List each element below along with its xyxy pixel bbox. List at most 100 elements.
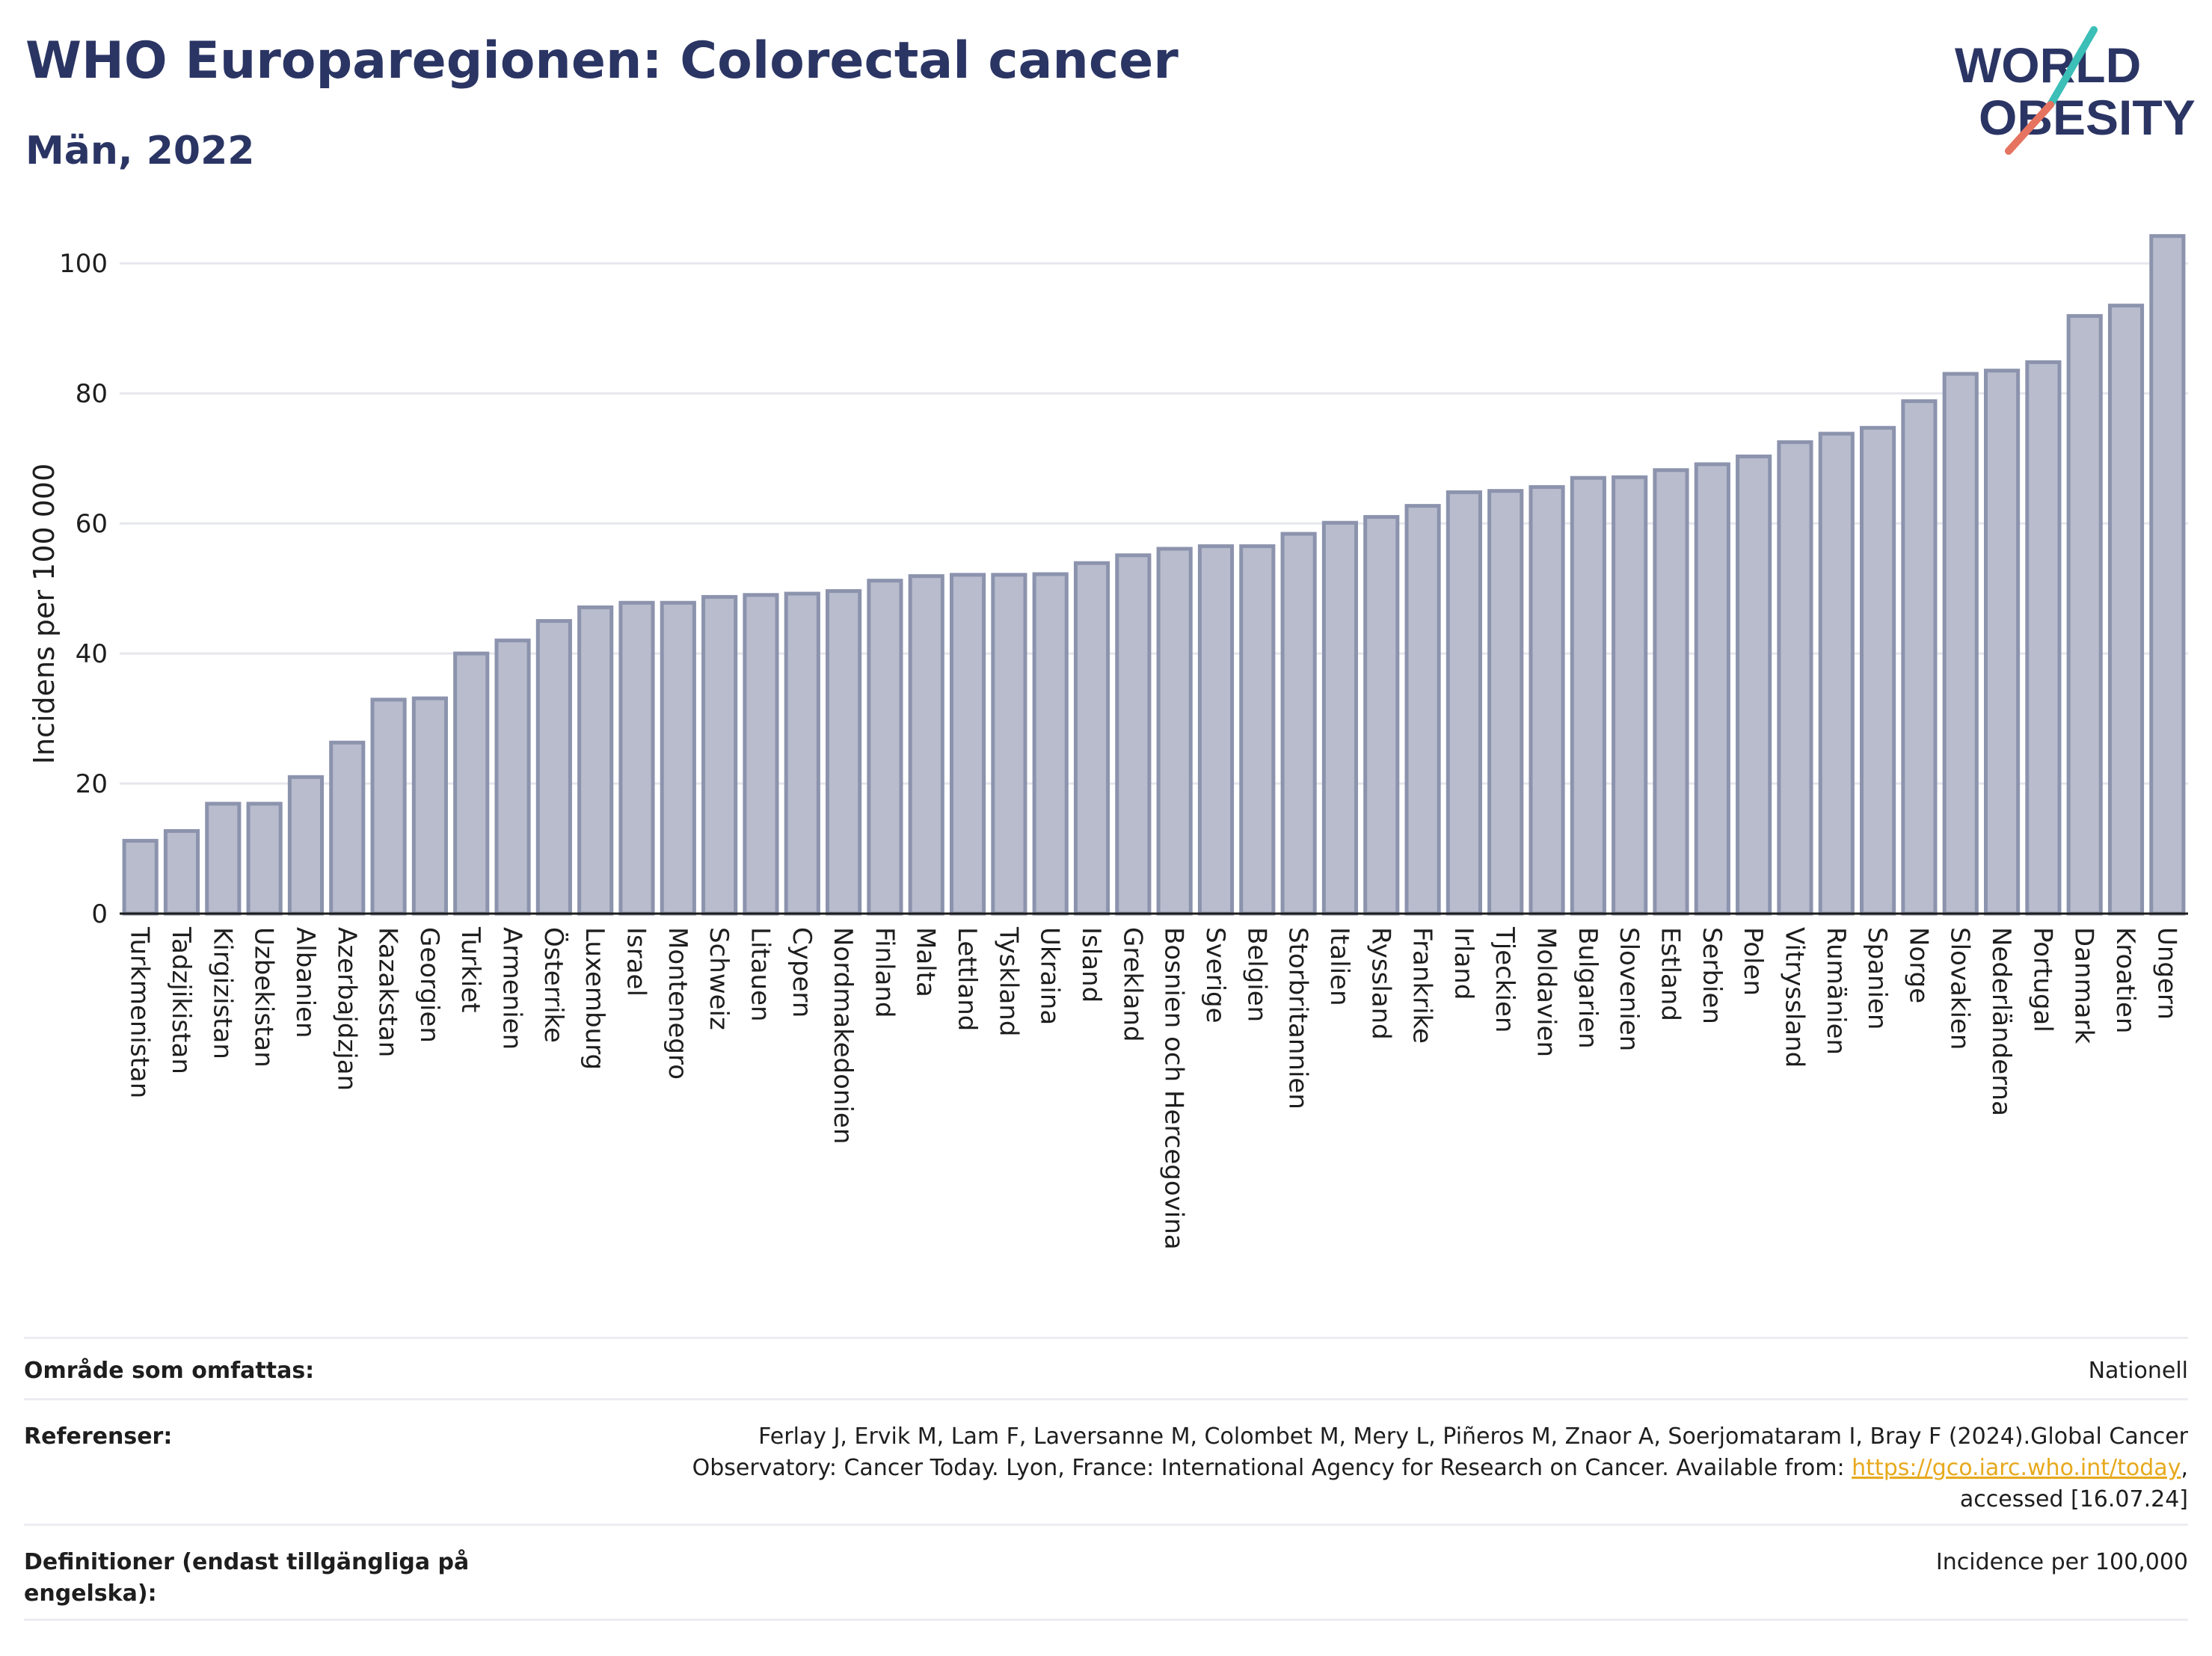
bar-chart: 0 20 40 60 80 100 Turkmenistan Tadzjikistan Kir… [28, 234, 2188, 1250]
definitions-value: Incidence per 100,000 [1935, 1549, 2188, 1575]
bar [743, 593, 779, 916]
x-tick-label: Tyskland [993, 926, 1023, 1036]
bar [535, 619, 572, 916]
x-tick-label: Bulgarien [1573, 927, 1603, 1049]
x-tick-label: Malta [911, 927, 941, 997]
bar [329, 740, 366, 916]
x-tick-label: Ungern [2151, 927, 2181, 1020]
x-tick-label: Turkmenistan [125, 926, 155, 1098]
bar [1156, 547, 1193, 916]
bar [453, 651, 490, 916]
bar [1280, 532, 1317, 916]
x-tick-label: Slovenien [1614, 927, 1644, 1051]
world-obesity-logo: WORLD OBESITY [1955, 26, 2196, 155]
x-tick-label: Belgien [1241, 927, 1271, 1022]
x-tick-label: Kroatien [2110, 927, 2140, 1033]
bar [1032, 572, 1069, 916]
x-tick-label: Ryssland [1365, 927, 1395, 1040]
x-tick-label: Kirgizistan [207, 927, 237, 1059]
x-tick-label: Norge [1903, 927, 1933, 1003]
references-link[interactable]: https://gco.iarc.who.int/today [1852, 1455, 2181, 1481]
bar [1653, 468, 1689, 916]
x-tick-label: Portugal [2027, 927, 2057, 1032]
y-tick-label: 80 [76, 379, 108, 409]
coverage-value: Nationell [2088, 1358, 2188, 1384]
references-label: Referenser: [24, 1423, 173, 1450]
x-tick-label: Turkiet [455, 926, 485, 1013]
y-tick-label: 100 [59, 249, 108, 279]
x-tick-label: Israel [621, 927, 651, 997]
bar [1073, 561, 1110, 916]
x-tick-label: Grekland [1117, 927, 1147, 1042]
x-tick-label: Irland [1448, 927, 1478, 1000]
bar [1901, 399, 1938, 916]
x-tick-label: Österrike [538, 927, 569, 1043]
references-text-1: Ferlay J, Ervik M, Lam F, Laversanne M, … [758, 1423, 2188, 1450]
x-tick-label: Polen [1738, 927, 1768, 996]
x-tick-label: Georgien [414, 927, 444, 1043]
x-tick-label: Tjeckien [1490, 926, 1520, 1032]
x-tick-label: Rumänien [1821, 927, 1851, 1055]
x-tick-label: Schweiz [704, 927, 734, 1030]
bar [949, 573, 986, 916]
x-tick-label: Moldavien [1531, 927, 1561, 1057]
x-tick-label: Kazakstan [373, 927, 403, 1057]
bar [1818, 431, 1855, 916]
x-tick-label: Estland [1656, 927, 1686, 1021]
bar [246, 801, 283, 916]
references-row: Referenser: Ferlay J, Ervik M, Lam F, La… [24, 1398, 2188, 1524]
x-tick-label: Storbritannien [1283, 927, 1313, 1109]
logo-word-obesity: OBESITY [1979, 90, 2196, 145]
bar [411, 696, 448, 916]
y-axis-label: Incidens per 100 000 [28, 464, 61, 765]
definitions-row: Definitioner (endast tillgängliga på eng… [24, 1524, 2188, 1621]
bar [577, 605, 614, 916]
x-tick-label: Nordmakedonien [828, 927, 858, 1144]
coverage-label: Område som omfattas: [24, 1358, 315, 1384]
info-table: Område som omfattas: Nationell Referense… [24, 1337, 2188, 1621]
bar [660, 600, 696, 916]
bar [1197, 544, 1235, 916]
bar [2066, 314, 2103, 916]
chart-subtitle: Män, 2022 [25, 129, 255, 173]
x-tick-label: Bosnien och Hercegovina [1159, 927, 1189, 1250]
x-tick-label: Slovakien [1945, 927, 1975, 1050]
references-text-3: , [2181, 1455, 2188, 1481]
x-tick-label: Sverige [1200, 927, 1230, 1024]
bar [1694, 462, 1730, 916]
x-tick-label: Italien [1324, 927, 1354, 1006]
x-tick-label: Danmark [2069, 927, 2099, 1044]
x-tick-label: Tadzjikistan [166, 926, 196, 1074]
x-tick-label: Nederländerna [1986, 927, 2016, 1116]
x-tick-label: Luxemburg [580, 927, 609, 1070]
coverage-row: Område som omfattas: Nationell [24, 1337, 2188, 1398]
x-tick-label: Uzbekistan [249, 927, 279, 1068]
bar [1487, 489, 1524, 916]
definitions-label: Definitioner (endast tillgängliga på eng… [24, 1549, 470, 1607]
bar [2149, 234, 2186, 916]
bar [1570, 475, 1606, 916]
bar [1404, 504, 1441, 916]
bar [370, 698, 407, 916]
y-tick-label: 40 [76, 639, 108, 669]
bar [1239, 544, 1276, 916]
references-text-4: accessed [16.07.24] [1959, 1486, 2188, 1512]
bar [2025, 360, 2062, 916]
logo-slash-teal [2047, 26, 2098, 108]
x-tick-label: Frankrike [1407, 927, 1437, 1044]
x-tick-label: Montenegro [663, 927, 692, 1080]
x-tick-label: Island [1076, 927, 1106, 1003]
references-text-2: Observatory: Cancer Today. Lyon, France:… [692, 1455, 1852, 1481]
y-tick-label: 0 [91, 899, 108, 929]
bar [1115, 553, 1152, 916]
bar [1983, 369, 2021, 916]
x-tick-label: Cypern [787, 927, 817, 1018]
bar [1860, 425, 1896, 916]
bar [991, 573, 1027, 916]
x-tick-label: Vitryssland [1779, 927, 1809, 1068]
bars [122, 234, 2186, 916]
bar [1321, 520, 1359, 916]
bar [908, 574, 944, 916]
y-tick-label: 60 [76, 509, 108, 539]
bar [1777, 440, 1813, 916]
